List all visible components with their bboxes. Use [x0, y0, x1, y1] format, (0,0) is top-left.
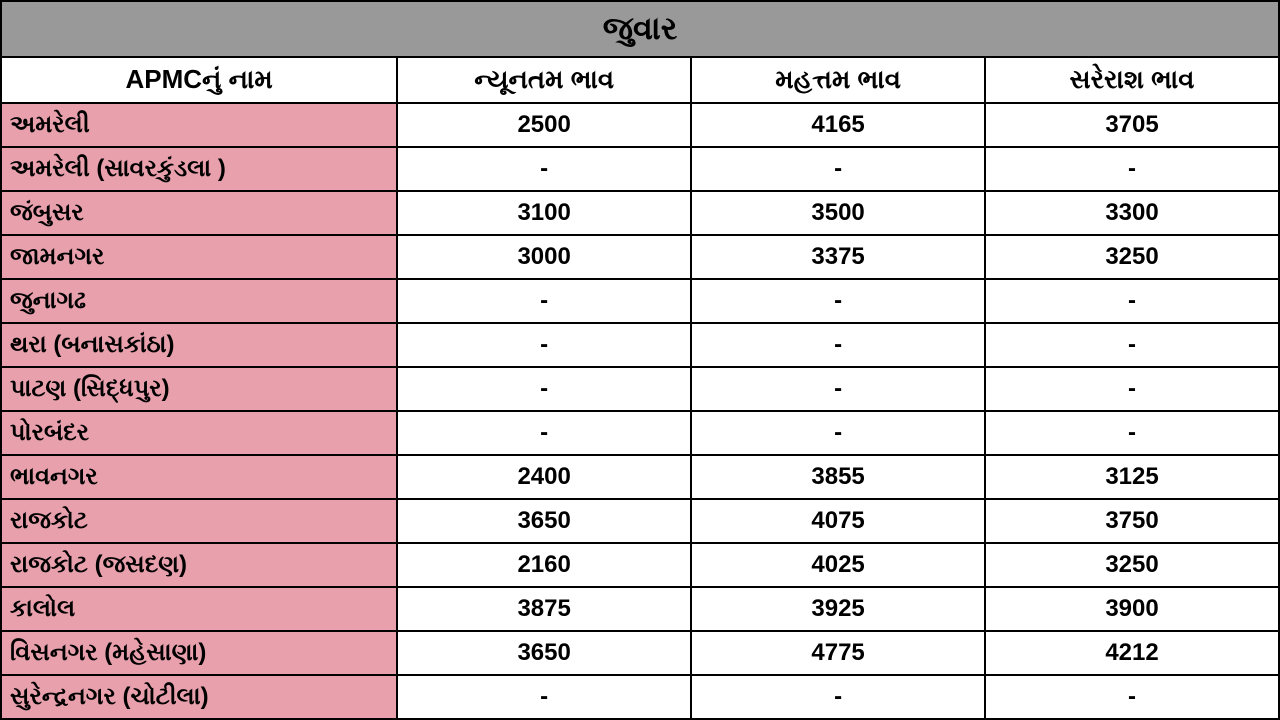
apmc-name-cell: જંબુસર — [1, 191, 397, 235]
max-price-cell: 4775 — [691, 631, 985, 675]
col-header-min: ન્યૂનતમ ભાવ — [397, 57, 691, 103]
avg-price-cell: - — [985, 675, 1279, 719]
avg-price-cell: 3250 — [985, 543, 1279, 587]
table-row: જામનગર300033753250 — [1, 235, 1279, 279]
max-price-cell: 4075 — [691, 499, 985, 543]
table-row: રાજકોટ365040753750 — [1, 499, 1279, 543]
avg-price-cell: - — [985, 279, 1279, 323]
apmc-name-cell: રાજકોટ — [1, 499, 397, 543]
max-price-cell: - — [691, 147, 985, 191]
table-row: જંબુસર310035003300 — [1, 191, 1279, 235]
min-price-cell: - — [397, 411, 691, 455]
min-price-cell: - — [397, 675, 691, 719]
column-header-row: APMCનું નામ ન્યૂનતમ ભાવ મહત્તમ ભાવ સરેરા… — [1, 57, 1279, 103]
min-price-cell: 2160 — [397, 543, 691, 587]
apmc-name-cell: રાજકોટ (જસદણ) — [1, 543, 397, 587]
table-header: જુવાર APMCનું નામ ન્યૂનતમ ભાવ મહત્તમ ભાવ… — [1, 1, 1279, 103]
table-row: થરા (બનાસકાંઠા)--- — [1, 323, 1279, 367]
table-row: પાટણ (સિદ્ધપુર)--- — [1, 367, 1279, 411]
avg-price-cell: - — [985, 411, 1279, 455]
max-price-cell: 3375 — [691, 235, 985, 279]
max-price-cell: - — [691, 411, 985, 455]
apmc-name-cell: પાટણ (સિદ્ધપુર) — [1, 367, 397, 411]
col-header-max: મહત્તમ ભાવ — [691, 57, 985, 103]
min-price-cell: 3650 — [397, 499, 691, 543]
table-row: અમરેલી (સાવરકુંડલા )--- — [1, 147, 1279, 191]
col-header-avg: સરેરાશ ભાવ — [985, 57, 1279, 103]
avg-price-cell: - — [985, 323, 1279, 367]
max-price-cell: 3855 — [691, 455, 985, 499]
max-price-cell: 3925 — [691, 587, 985, 631]
apmc-name-cell: જુનાગઢ — [1, 279, 397, 323]
avg-price-cell: 3900 — [985, 587, 1279, 631]
avg-price-cell: 4212 — [985, 631, 1279, 675]
max-price-cell: - — [691, 279, 985, 323]
max-price-cell: - — [691, 323, 985, 367]
avg-price-cell: - — [985, 147, 1279, 191]
max-price-cell: - — [691, 367, 985, 411]
min-price-cell: - — [397, 147, 691, 191]
apmc-price-table: જુવાર APMCનું નામ ન્યૂનતમ ભાવ મહત્તમ ભાવ… — [0, 0, 1280, 720]
apmc-price-table-container: જુવાર APMCનું નામ ન્યૂનતમ ભાવ મહત્તમ ભાવ… — [0, 0, 1280, 720]
table-row: રાજકોટ (જસદણ)216040253250 — [1, 543, 1279, 587]
avg-price-cell: 3300 — [985, 191, 1279, 235]
table-row: કાલોલ387539253900 — [1, 587, 1279, 631]
avg-price-cell: - — [985, 367, 1279, 411]
apmc-name-cell: કાલોલ — [1, 587, 397, 631]
apmc-name-cell: અમરેલી (સાવરકુંડલા ) — [1, 147, 397, 191]
table-row: અમરેલી250041653705 — [1, 103, 1279, 147]
avg-price-cell: 3705 — [985, 103, 1279, 147]
avg-price-cell: 3125 — [985, 455, 1279, 499]
apmc-name-cell: થરા (બનાસકાંઠા) — [1, 323, 397, 367]
col-header-name: APMCનું નામ — [1, 57, 397, 103]
apmc-name-cell: અમરેલી — [1, 103, 397, 147]
avg-price-cell: 3750 — [985, 499, 1279, 543]
max-price-cell: 3500 — [691, 191, 985, 235]
min-price-cell: 3650 — [397, 631, 691, 675]
min-price-cell: - — [397, 367, 691, 411]
max-price-cell: 4025 — [691, 543, 985, 587]
apmc-name-cell: ભાવનગર — [1, 455, 397, 499]
min-price-cell: 2500 — [397, 103, 691, 147]
min-price-cell: 3000 — [397, 235, 691, 279]
max-price-cell: 4165 — [691, 103, 985, 147]
apmc-name-cell: વિસનગર (મહેસાણા) — [1, 631, 397, 675]
apmc-name-cell: સુરેન્દ્રનગર (ચોટીલા) — [1, 675, 397, 719]
table-row: વિસનગર (મહેસાણા)365047754212 — [1, 631, 1279, 675]
min-price-cell: 2400 — [397, 455, 691, 499]
table-body: અમરેલી250041653705અમરેલી (સાવરકુંડલા )--… — [1, 103, 1279, 719]
table-row: પોરબંદર--- — [1, 411, 1279, 455]
min-price-cell: - — [397, 279, 691, 323]
table-row: સુરેન્દ્રનગર (ચોટીલા)--- — [1, 675, 1279, 719]
table-row: જુનાગઢ--- — [1, 279, 1279, 323]
min-price-cell: 3875 — [397, 587, 691, 631]
avg-price-cell: 3250 — [985, 235, 1279, 279]
table-row: ભાવનગર240038553125 — [1, 455, 1279, 499]
apmc-name-cell: જામનગર — [1, 235, 397, 279]
min-price-cell: 3100 — [397, 191, 691, 235]
min-price-cell: - — [397, 323, 691, 367]
apmc-name-cell: પોરબંદર — [1, 411, 397, 455]
table-title: જુવાર — [1, 1, 1279, 57]
title-row: જુવાર — [1, 1, 1279, 57]
max-price-cell: - — [691, 675, 985, 719]
